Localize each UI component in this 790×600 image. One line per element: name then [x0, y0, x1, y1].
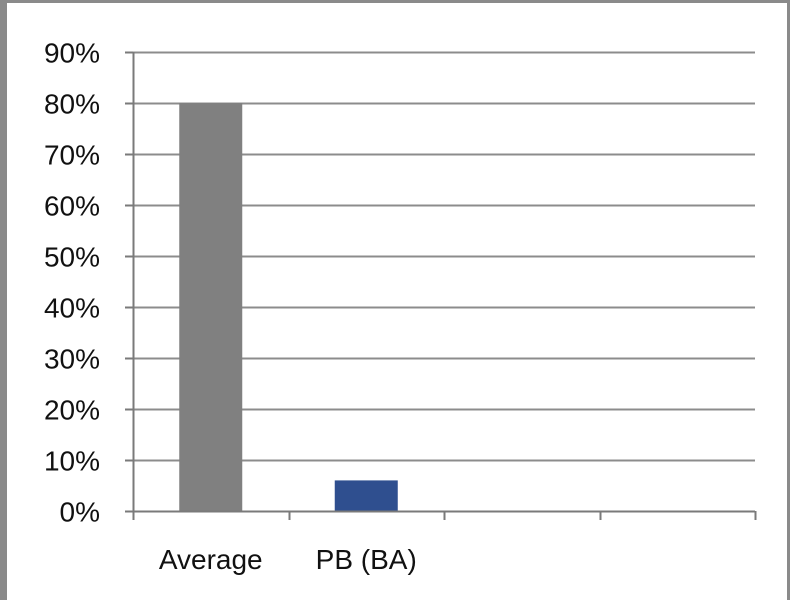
bar-0	[179, 103, 243, 511]
y-tick-label-7: 70%	[44, 140, 100, 171]
y-tick-label-8: 80%	[44, 89, 100, 120]
x-category-label-0: Average	[159, 544, 263, 575]
bar-1	[334, 480, 398, 511]
x-category-label-1: PB (BA)	[316, 544, 417, 575]
y-tick-label-3: 30%	[44, 344, 100, 375]
y-tick-label-4: 40%	[44, 293, 100, 324]
y-tick-label-1: 10%	[44, 446, 100, 477]
y-tick-label-6: 60%	[44, 191, 100, 222]
y-tick-label-0: 0%	[60, 497, 100, 528]
y-tick-label-2: 20%	[44, 395, 100, 426]
y-tick-label-9: 90%	[44, 38, 100, 69]
y-tick-label-5: 50%	[44, 242, 100, 273]
